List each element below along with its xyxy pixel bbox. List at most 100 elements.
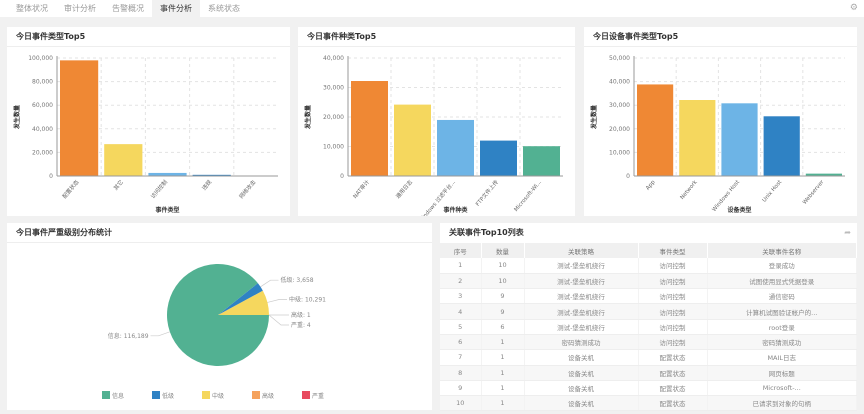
table-cell: 通信密码 xyxy=(707,288,857,305)
tab-4[interactable]: 系统状态 xyxy=(208,4,240,13)
table-cell: 登录成功 xyxy=(707,258,857,274)
column-header[interactable]: 序号 xyxy=(440,243,482,258)
y-axis-title: 发生数量 xyxy=(590,105,598,130)
tab-1[interactable]: 审计分析 xyxy=(64,4,96,13)
table-row[interactable]: 7 1 设备关机 配置状态 MAIL日志 xyxy=(440,349,857,366)
table-cell: 1 xyxy=(481,395,525,412)
y-tick-label: 80,000 xyxy=(32,79,53,86)
tab-bar: 整体状况 审计分析 告警概况 事件分析 系统状态 xyxy=(0,0,864,17)
table-cell: 8 xyxy=(440,365,482,381)
column-header[interactable]: 数量 xyxy=(481,243,525,258)
legend-swatch xyxy=(102,391,110,399)
table-cell: 测试-堡垒机绕行 xyxy=(524,258,639,274)
table-cell: 设备关机 xyxy=(524,365,639,381)
pie-label: 信息: 116,189 xyxy=(108,332,149,340)
legend-swatch xyxy=(252,391,260,399)
column-header[interactable]: 关联事件名称 xyxy=(707,243,857,258)
event-type-panel: 今日事件类型Top5 0 20,000 40,000 60,000 80,000 100,… xyxy=(7,27,290,216)
x-tick-label: App xyxy=(645,179,657,191)
pie-label: 中级: 10,291 xyxy=(289,295,326,303)
table-cell: Microsoft-... xyxy=(707,380,857,397)
table-cell: 1 xyxy=(481,349,525,366)
panel-title: 今日事件严重级别分布统计 xyxy=(7,223,432,243)
x-tick-label: 访问控制 xyxy=(149,178,170,200)
table-cell: 访问控制 xyxy=(638,273,708,290)
table-cell: 计算机试图验证帐户的... xyxy=(707,303,857,320)
bar xyxy=(60,60,99,176)
table-row[interactable]: 10 1 设备关机 配置状态 已请求到对象的句柄 xyxy=(440,395,857,412)
event-type-chart: 0 20,000 40,000 60,000 80,000 100,000 配置状态 其它 访问… xyxy=(13,55,278,214)
x-tick-label: NAT审计 xyxy=(351,178,371,200)
column-header[interactable]: 事件类型 xyxy=(638,243,708,258)
table-cell: 设备关机 xyxy=(524,395,639,412)
x-tick-label: Network xyxy=(679,179,699,201)
table-cell: 网页标题 xyxy=(707,365,857,381)
legend-label: 低级 xyxy=(162,392,174,400)
table-cell: 试图使用显式凭据登录 xyxy=(707,273,857,290)
bar xyxy=(437,119,474,176)
table-cell: 10 xyxy=(440,395,482,412)
y-tick-label: 30,000 xyxy=(323,85,344,92)
table-cell: 7 xyxy=(440,349,482,366)
x-axis-title: 事件种类 xyxy=(443,206,468,214)
y-tick-label: 40,000 xyxy=(32,126,53,133)
y-tick-label: 10,000 xyxy=(609,149,630,156)
bar xyxy=(104,144,143,176)
table-row[interactable]: 3 9 测试-堡垒机绕行 访问控制 通信密码 xyxy=(440,288,857,305)
table-cell: 9 xyxy=(440,380,482,397)
table-row[interactable]: 2 10 测试-堡垒机绕行 访问控制 试图使用显式凭据登录 xyxy=(440,273,857,290)
column-header[interactable]: 关联策略 xyxy=(524,243,639,258)
table-cell: 9 xyxy=(481,288,525,305)
severity-panel: 今日事件严重级别分布统计 严重: 4 高级: 1 中级: 10,291 低级: 3,6… xyxy=(7,223,432,410)
table-cell: 设备关机 xyxy=(524,380,639,397)
correlation-table-panel: 关联事件Top10列表 ➦ 序号 数量 关联策略 事件类型 关联事件名称 1 10 测试-堡垒… xyxy=(440,223,857,412)
table-cell: 9 xyxy=(481,303,525,320)
bar xyxy=(480,140,517,176)
table-cell: 配置状态 xyxy=(638,365,708,381)
table-row[interactable]: 4 9 测试-堡垒机绕行 访问控制 计算机试图验证帐户的... xyxy=(440,303,857,320)
bar xyxy=(148,172,187,176)
table-cell: 10 xyxy=(481,273,525,290)
pie-slice-信息 xyxy=(167,264,269,366)
table-row[interactable]: 6 1 密码猜测成功 访问控制 密码猜测成功 xyxy=(440,334,857,351)
y-axis-title: 发生数量 xyxy=(304,105,312,130)
severity-pie-chart: 严重: 4 高级: 1 中级: 10,291 低级: 3,658 信息: 116,189… xyxy=(102,264,326,400)
x-axis-title: 事件类型 xyxy=(155,206,179,214)
table-cell: 测试-堡垒机绕行 xyxy=(524,288,639,305)
legend-swatch xyxy=(202,391,210,399)
panel-title: 关联事件Top10列表 xyxy=(449,228,524,237)
x-tick-label: FTP文件上传 xyxy=(473,178,500,208)
pie-label: 严重: 4 xyxy=(291,321,311,329)
x-tick-label: 网络攻击 xyxy=(237,178,258,200)
y-tick-label: 60,000 xyxy=(32,102,53,109)
legend-label: 严重 xyxy=(312,392,324,400)
x-tick-label: 违规 xyxy=(200,178,214,192)
table-cell: 访问控制 xyxy=(638,303,708,320)
tab-2[interactable]: 告警概况 xyxy=(112,4,144,13)
share-icon[interactable]: ➦ xyxy=(844,228,851,237)
table-row[interactable]: 9 1 设备关机 配置状态 Microsoft-... xyxy=(440,380,857,397)
label-line xyxy=(268,314,289,326)
table-cell: 密码猜测成功 xyxy=(707,334,857,351)
table-row[interactable]: 8 1 设备关机 配置状态 网页标题 xyxy=(440,365,857,381)
gear-icon[interactable]: ⚙ xyxy=(849,3,858,13)
legend-label: 信息 xyxy=(112,392,124,400)
x-tick-label: Microsoft-Wi... xyxy=(513,179,543,213)
tab-0[interactable]: 整体状况 xyxy=(16,4,48,13)
table-cell: MAIL日志 xyxy=(707,349,857,366)
label-line xyxy=(260,279,279,288)
label-line xyxy=(267,299,288,303)
table-cell: 配置状态 xyxy=(638,395,708,412)
table-cell: 1 xyxy=(481,365,525,381)
table-cell: root登录 xyxy=(707,319,857,335)
tab-3[interactable]: 事件分析 xyxy=(152,0,200,17)
legend-label: 中级 xyxy=(212,392,224,400)
bar xyxy=(394,104,431,176)
x-tick-label: Unix Host xyxy=(762,179,784,204)
y-tick-label: 0 xyxy=(49,173,53,180)
table-row[interactable]: 5 6 测试-堡垒机绕行 访问控制 root登录 xyxy=(440,319,857,335)
table-cell: 配置状态 xyxy=(638,380,708,397)
table-cell: 6 xyxy=(440,334,482,351)
table-row[interactable]: 1 10 测试-堡垒机绕行 访问控制 登录成功 xyxy=(440,258,857,274)
y-tick-label: 0 xyxy=(626,173,630,180)
